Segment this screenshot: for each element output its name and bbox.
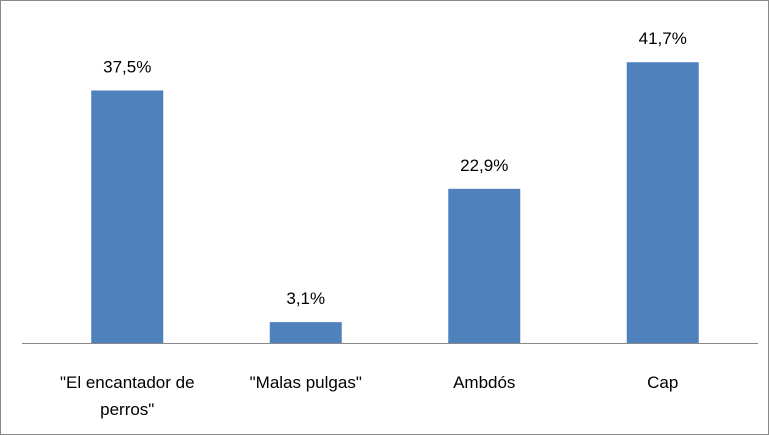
bar <box>269 322 342 343</box>
data-label: 3,1% <box>286 289 325 308</box>
data-label: 37,5% <box>103 58 151 77</box>
bar <box>91 90 164 343</box>
bar <box>626 62 699 343</box>
x-tick-label: Cap <box>647 373 679 392</box>
x-tick-label: "Malas pulgas" <box>249 373 362 392</box>
x-tick-label: Ambdós <box>453 373 516 392</box>
data-label: 22,9% <box>460 156 508 175</box>
x-tick-label: "El encantador de perros" <box>59 373 195 419</box>
bar <box>448 188 521 343</box>
data-label: 41,7% <box>639 29 687 48</box>
